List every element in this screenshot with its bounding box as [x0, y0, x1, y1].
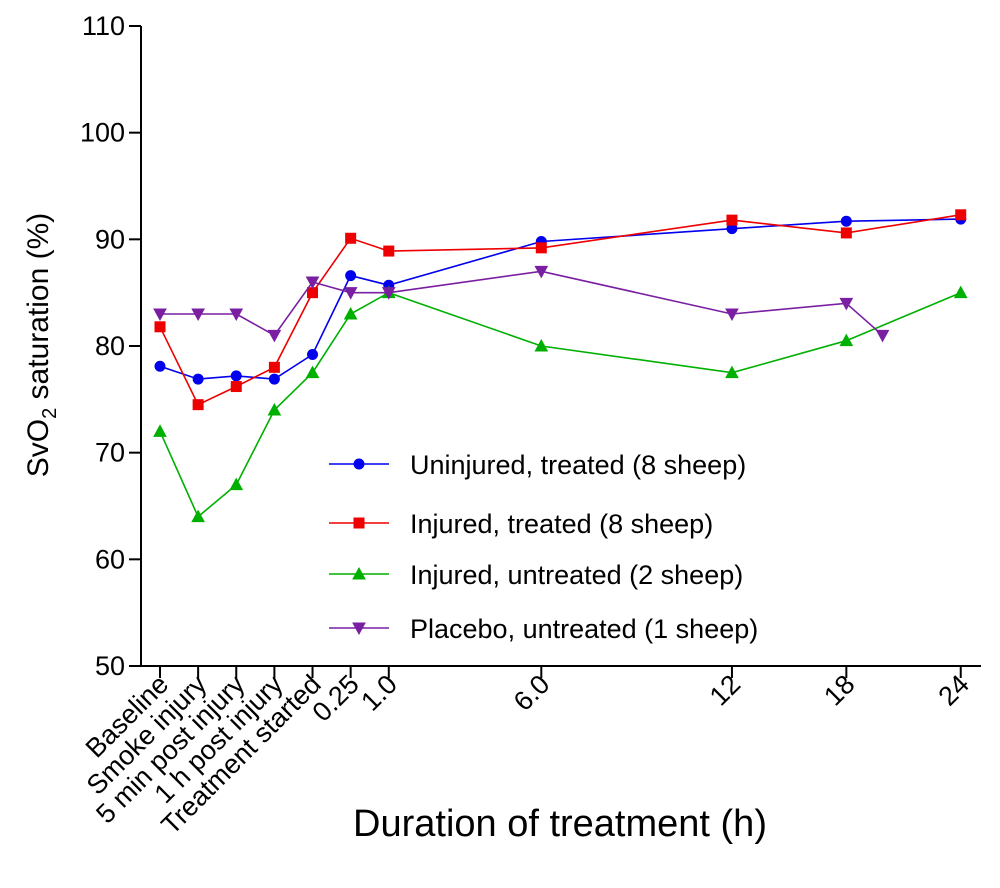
data-point	[192, 399, 204, 411]
data-point	[191, 509, 205, 523]
data-point	[840, 227, 852, 239]
legend-label: Injured, untreated (2 sheep)	[410, 560, 743, 590]
y-tick-label: 60	[95, 544, 125, 574]
data-point	[191, 308, 205, 322]
data-point	[307, 349, 319, 361]
data-point	[305, 276, 320, 290]
data-point	[352, 622, 366, 636]
data-point	[230, 381, 242, 393]
legend: Uninjured, treated (8 sheep) Injured, tre…	[329, 450, 758, 644]
data-point	[154, 321, 166, 333]
legend-label: Injured, treated (8 sheep)	[410, 509, 713, 539]
y-tick-label: 50	[95, 651, 125, 681]
series-lines	[153, 209, 968, 523]
data-point	[154, 360, 166, 372]
y-tick-label: 90	[95, 224, 125, 254]
x-tick-label: 24	[933, 669, 975, 711]
series-3	[153, 285, 968, 523]
data-point	[725, 365, 739, 379]
y-axis-title-rest: saturation (%)	[22, 213, 55, 408]
data-point	[267, 402, 282, 416]
data-point	[840, 215, 852, 227]
series-2	[154, 209, 967, 411]
data-point	[307, 287, 319, 299]
data-point	[153, 308, 167, 322]
y-axis-title-subscript: 2	[39, 408, 61, 419]
legend-item: Injured, treated (8 sheep)	[329, 509, 713, 539]
data-point	[352, 566, 366, 580]
series-4	[153, 265, 890, 343]
x-tick-label: 18	[818, 669, 860, 711]
data-point	[353, 458, 365, 470]
series-line	[160, 270, 884, 337]
data-point	[343, 306, 358, 320]
data-point	[153, 424, 167, 437]
legend-item: Uninjured, treated (8 sheep)	[329, 450, 746, 480]
legend-item: Placebo, untreated (1 sheep)	[329, 614, 758, 644]
data-point	[726, 214, 738, 226]
data-point	[534, 338, 549, 352]
data-point	[839, 297, 854, 311]
data-point	[345, 232, 357, 244]
data-point	[953, 285, 968, 299]
y-axis-title-main: SvO	[22, 419, 55, 477]
data-point	[229, 308, 244, 322]
data-point	[725, 308, 739, 322]
data-point	[305, 365, 320, 379]
data-point	[839, 333, 854, 347]
data-point	[875, 329, 890, 343]
x-axis-title: Duration of treatment (h)	[353, 803, 767, 845]
y-tick-label: 70	[95, 438, 125, 468]
data-point	[345, 270, 357, 282]
data-point	[955, 209, 967, 221]
x-tick-label: 0.25	[307, 669, 365, 727]
data-point	[353, 517, 365, 529]
data-point	[343, 287, 358, 300]
data-point	[230, 370, 242, 382]
legend-label: Uninjured, treated (8 sheep)	[410, 450, 746, 480]
y-axis-ticks: 50 60 70 80 90 100 110	[80, 11, 141, 681]
x-tick-label: 12	[704, 669, 746, 711]
y-tick-label: 110	[82, 11, 125, 41]
data-point	[534, 265, 549, 279]
data-point	[268, 361, 280, 373]
data-point	[268, 373, 280, 385]
data-point	[383, 245, 395, 257]
legend-label: Placebo, untreated (1 sheep)	[410, 614, 758, 644]
y-tick-label: 100	[80, 118, 125, 148]
data-point	[535, 242, 547, 254]
data-point	[192, 373, 204, 385]
legend-item: Injured, untreated (2 sheep)	[329, 560, 743, 590]
data-point	[267, 329, 282, 343]
y-axis-title: SvO2 saturation (%)	[22, 213, 61, 478]
data-point	[229, 477, 244, 491]
x-tick-label: 6.0	[508, 669, 556, 717]
data-point	[381, 287, 396, 300]
x-tick-label: 1.0	[355, 669, 403, 717]
y-tick-label: 80	[95, 331, 125, 361]
